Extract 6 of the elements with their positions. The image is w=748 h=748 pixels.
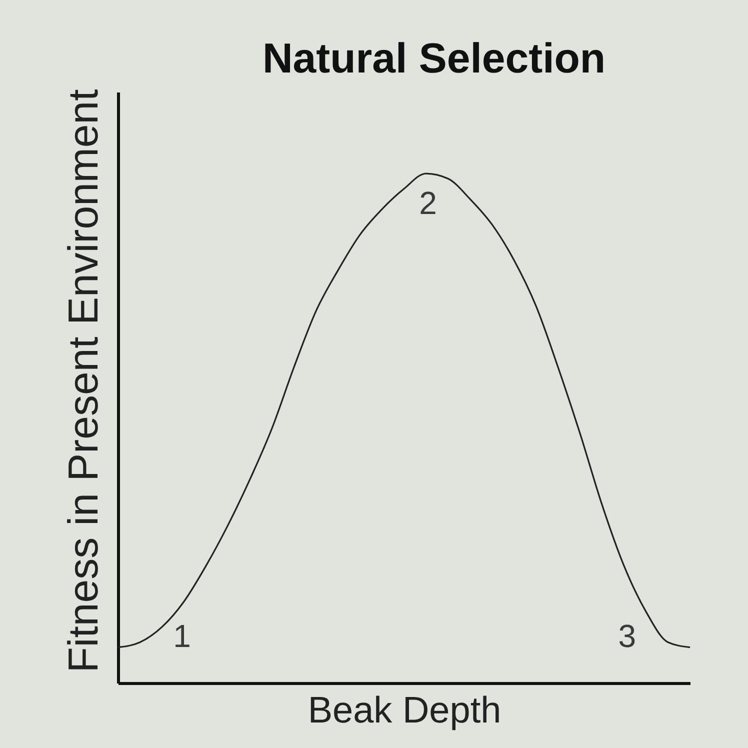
annotation: 2 [419,185,437,222]
y-axis-title: Fitness in Present Environment [60,88,106,673]
annotation: 1 [173,618,191,654]
x-axis-title: Beak Depth [308,690,502,730]
chart-title: Natural Selection [262,34,606,82]
annotation: 3 [618,618,636,654]
